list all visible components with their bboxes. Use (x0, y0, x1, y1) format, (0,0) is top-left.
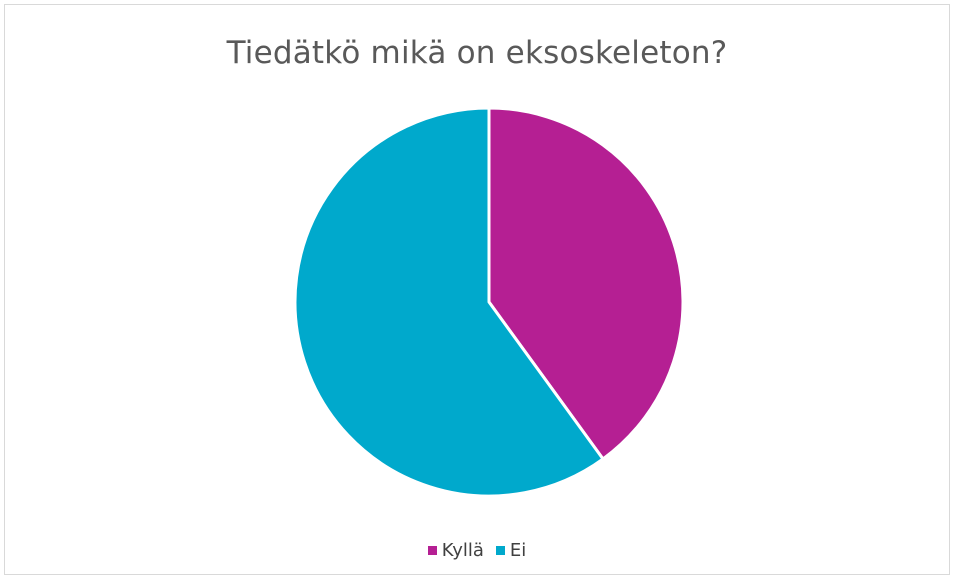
pie-slice-kylla (487, 106, 685, 461)
legend-item-kylla: Kyllä (427, 540, 484, 561)
legend-swatch-kylla (427, 546, 437, 555)
legend-swatch-ei (495, 546, 505, 555)
pie-chart (293, 106, 685, 498)
chart-title: Tiedätkö mikä on eksoskeleton? (226, 35, 728, 71)
pie-slice-ei (293, 106, 605, 498)
legend: Kyllä Ei (5, 540, 949, 561)
chart-frame: Tiedätkö mikä on eksoskeleton? Kyllä Ei (4, 4, 950, 575)
legend-item-ei: Ei (495, 540, 527, 561)
legend-label-ei: Ei (509, 540, 527, 561)
legend-label-kylla: Kyllä (441, 540, 484, 561)
